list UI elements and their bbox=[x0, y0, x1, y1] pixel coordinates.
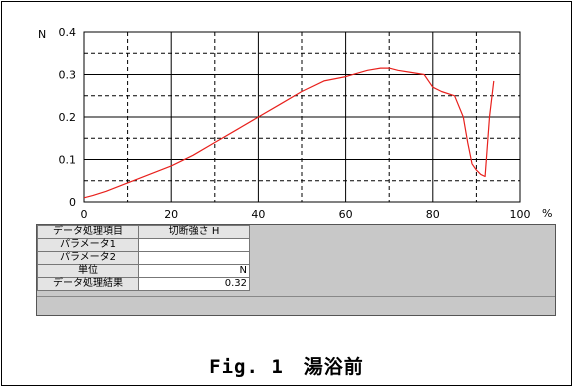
line-chart: 0 0.1 0.2 0.3 0.4 0 20 40 60 80 100 N % bbox=[38, 26, 552, 221]
y-unit-label: N bbox=[38, 28, 46, 41]
y-tick-label: 0.4 bbox=[59, 26, 77, 39]
series-group bbox=[83, 67, 495, 199]
series-line bbox=[83, 67, 495, 199]
header-value: 切断強さ H bbox=[138, 225, 250, 239]
unit-label: 単位 bbox=[37, 264, 139, 278]
table-row: データ処理結果 0.32 bbox=[37, 277, 250, 291]
x-tick-label: 0 bbox=[81, 208, 88, 221]
table-row: パラメータ2 bbox=[37, 251, 250, 265]
table-row: 単位 N bbox=[37, 264, 250, 278]
y-tick-labels: 0 0.1 0.2 0.3 0.4 bbox=[59, 26, 77, 209]
y-tick-label: 0.2 bbox=[59, 111, 77, 124]
table-row: パラメータ1 bbox=[37, 238, 250, 252]
x-tick-label: 40 bbox=[251, 208, 265, 221]
y-tick-label: 0.1 bbox=[59, 154, 77, 167]
x-tick-label: 20 bbox=[164, 208, 178, 221]
x-unit-label: % bbox=[542, 207, 552, 220]
figure-caption: Fig. 1 湯浴前 bbox=[209, 356, 364, 378]
x-tick-labels: 0 20 40 60 80 100 bbox=[81, 208, 531, 221]
result-label: データ処理結果 bbox=[37, 277, 139, 291]
result-value: 0.32 bbox=[138, 277, 250, 291]
header-label: データ処理項目 bbox=[37, 225, 139, 239]
y-tick-label: 0.3 bbox=[59, 69, 77, 82]
x-tick-label: 80 bbox=[426, 208, 440, 221]
panel-footer-strip bbox=[37, 296, 555, 315]
parameter-table: データ処理項目 切断強さ H パラメータ1 パラメータ2 単位 N データ処理結… bbox=[37, 225, 250, 291]
x-tick-label: 60 bbox=[339, 208, 353, 221]
param1-value[interactable] bbox=[138, 238, 250, 252]
data-processing-panel: データ処理項目 切断強さ H パラメータ1 パラメータ2 単位 N データ処理結… bbox=[36, 224, 556, 316]
grid-lines bbox=[84, 32, 520, 202]
table-row: データ処理項目 切断強さ H bbox=[37, 225, 250, 239]
unit-value: N bbox=[138, 264, 250, 278]
param2-label: パラメータ2 bbox=[37, 251, 139, 265]
x-tick-label: 100 bbox=[510, 208, 531, 221]
param1-label: パラメータ1 bbox=[37, 238, 139, 252]
y-tick-label: 0 bbox=[69, 196, 76, 209]
param2-value[interactable] bbox=[138, 251, 250, 265]
